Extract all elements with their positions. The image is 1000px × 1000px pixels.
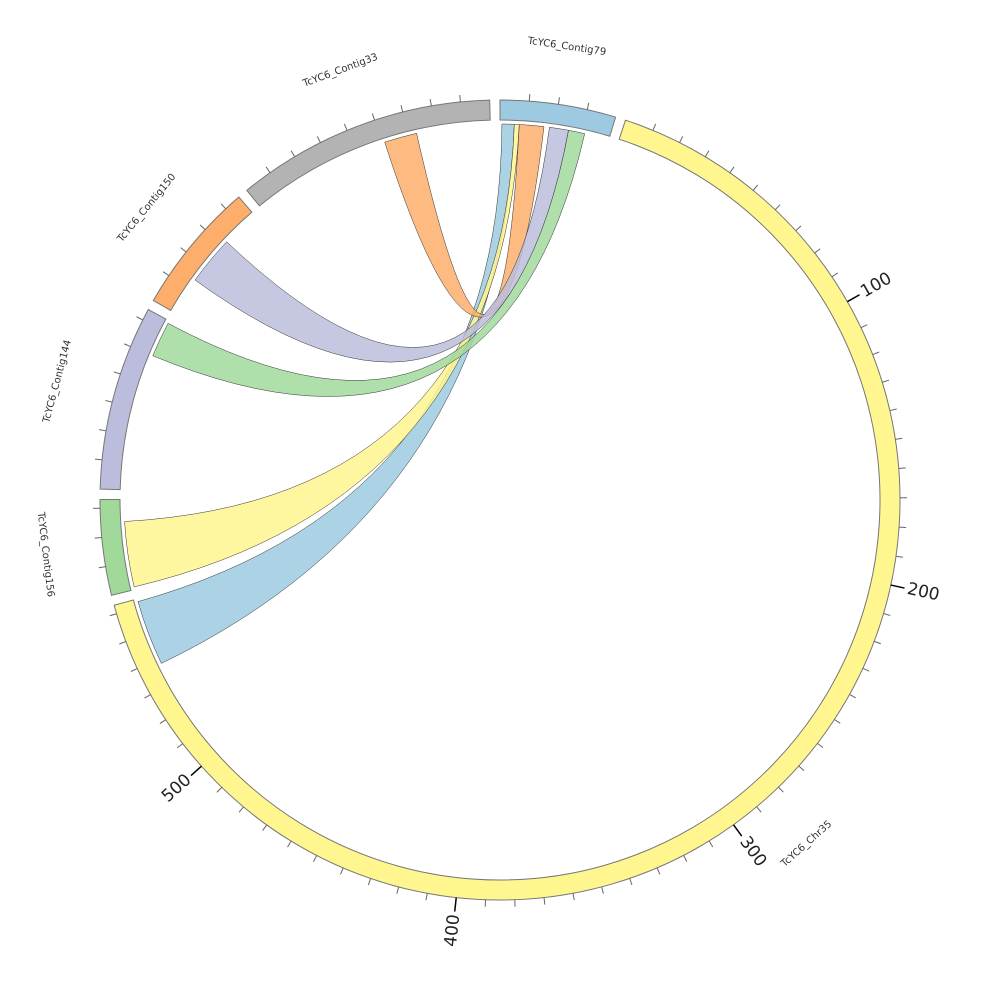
tick-label-500: 500: [158, 770, 196, 807]
minor-tick: [586, 102, 590, 110]
minor-tick: [883, 612, 891, 616]
minor-tick: [176, 743, 184, 749]
minor-tick: [216, 786, 223, 793]
minor-tick: [459, 94, 461, 103]
major-tick: [190, 765, 202, 777]
minor-tick: [265, 166, 271, 173]
minor-tick: [180, 247, 187, 253]
tick-label-400: 400: [441, 913, 464, 947]
minor-tick: [313, 855, 318, 862]
sector-label-tcyc6-contig150: TcYC6_Contig150: [115, 172, 179, 246]
minor-tick: [199, 224, 206, 231]
minor-tick: [429, 98, 432, 107]
minor-tick: [834, 719, 841, 724]
minor-tick: [557, 97, 560, 105]
minor-tick: [136, 316, 144, 321]
minor-tick: [679, 136, 684, 143]
sectors-layer: [99, 99, 901, 901]
minor-tick: [872, 351, 880, 356]
major-tick: [453, 897, 457, 912]
minor-tick: [889, 408, 897, 412]
minor-tick: [831, 272, 839, 278]
sector-tcyc6-contig144: [99, 308, 167, 491]
minor-tick: [98, 566, 106, 569]
minor-tick: [396, 886, 400, 894]
major-tick: [890, 584, 905, 589]
minor-tick: [99, 429, 107, 432]
minor-tick: [262, 824, 268, 831]
minor-tick: [752, 184, 759, 191]
minor-tick: [898, 467, 906, 469]
minor-tick: [795, 225, 802, 232]
minor-tick: [814, 248, 821, 254]
minor-tick: [94, 537, 102, 539]
minor-tick: [109, 613, 117, 617]
minor-tick: [572, 893, 575, 901]
minor-tick: [316, 136, 321, 143]
minor-tick: [290, 150, 296, 157]
minor-tick: [798, 765, 805, 772]
minor-tick: [543, 897, 546, 905]
minor-tick: [895, 437, 903, 440]
link-tcyc6-contig156: [124, 124, 520, 588]
minor-tick: [287, 840, 292, 848]
minor-tick: [817, 742, 824, 749]
minor-tick: [144, 694, 151, 699]
sector-tcyc6-contig150: [152, 196, 253, 312]
sector-label-tcyc6-contig79: TcYC6_Contig79: [526, 36, 607, 59]
sector-tcyc6-contig156: [99, 498, 132, 596]
labels-layer: TcYC6_Contig79 TcYC6_Chr35 TcYC6_Contig156…: [35, 36, 835, 871]
minor-tick: [162, 271, 170, 277]
minor-tick: [528, 94, 531, 102]
minor-tick: [849, 693, 856, 699]
major-tick: [847, 294, 860, 303]
minor-tick: [708, 840, 714, 848]
minor-tick: [774, 204, 781, 211]
minor-tick: [119, 641, 127, 645]
sector-label-tcyc6-contig144: TcYC6_Contig144: [41, 339, 74, 425]
sector-tcyc6-contig33: [246, 99, 491, 207]
minor-tick: [371, 113, 376, 121]
tick-label-300: 300: [735, 833, 770, 871]
minor-tick: [220, 203, 227, 210]
minor-tick: [860, 324, 868, 329]
minor-tick: [425, 893, 428, 901]
sector-tcyc6-contig79: [499, 99, 617, 137]
sector-tcyc6-chr35: [113, 119, 901, 901]
minor-tick: [895, 555, 904, 558]
sector-label-tcyc6-contig156: TcYC6_Contig156: [35, 511, 56, 598]
minor-tick: [652, 123, 657, 131]
minor-tick: [683, 855, 688, 862]
minor-tick: [704, 150, 710, 157]
minor-tick: [874, 640, 881, 645]
major-tick: [732, 824, 743, 837]
tick-label-100: 100: [857, 268, 895, 301]
minor-tick: [130, 668, 138, 672]
minor-tick: [778, 786, 784, 793]
minor-tick: [629, 878, 633, 886]
tick-label-200: 200: [905, 579, 941, 605]
links-layer: [124, 123, 586, 664]
minor-tick: [343, 123, 348, 131]
minor-tick: [601, 886, 604, 894]
minor-tick: [882, 379, 890, 383]
minor-tick: [367, 878, 372, 886]
minor-tick: [400, 105, 404, 113]
minor-tick: [862, 667, 870, 672]
minor-tick: [113, 371, 121, 375]
minor-tick: [756, 806, 762, 813]
minor-tick: [105, 399, 113, 403]
minor-tick: [238, 806, 244, 813]
minor-tick: [123, 343, 131, 348]
minor-tick: [95, 458, 103, 461]
minor-tick: [656, 867, 661, 875]
link-tcyc6-contig144: [152, 130, 586, 397]
minor-tick: [159, 719, 167, 724]
minor-tick: [339, 867, 344, 875]
sector-label-tcyc6-contig33: TcYC6_Contig33: [301, 52, 380, 90]
minor-tick: [729, 166, 735, 173]
sector-label-tcyc6-chr35: TcYC6_Chr35: [778, 819, 834, 870]
